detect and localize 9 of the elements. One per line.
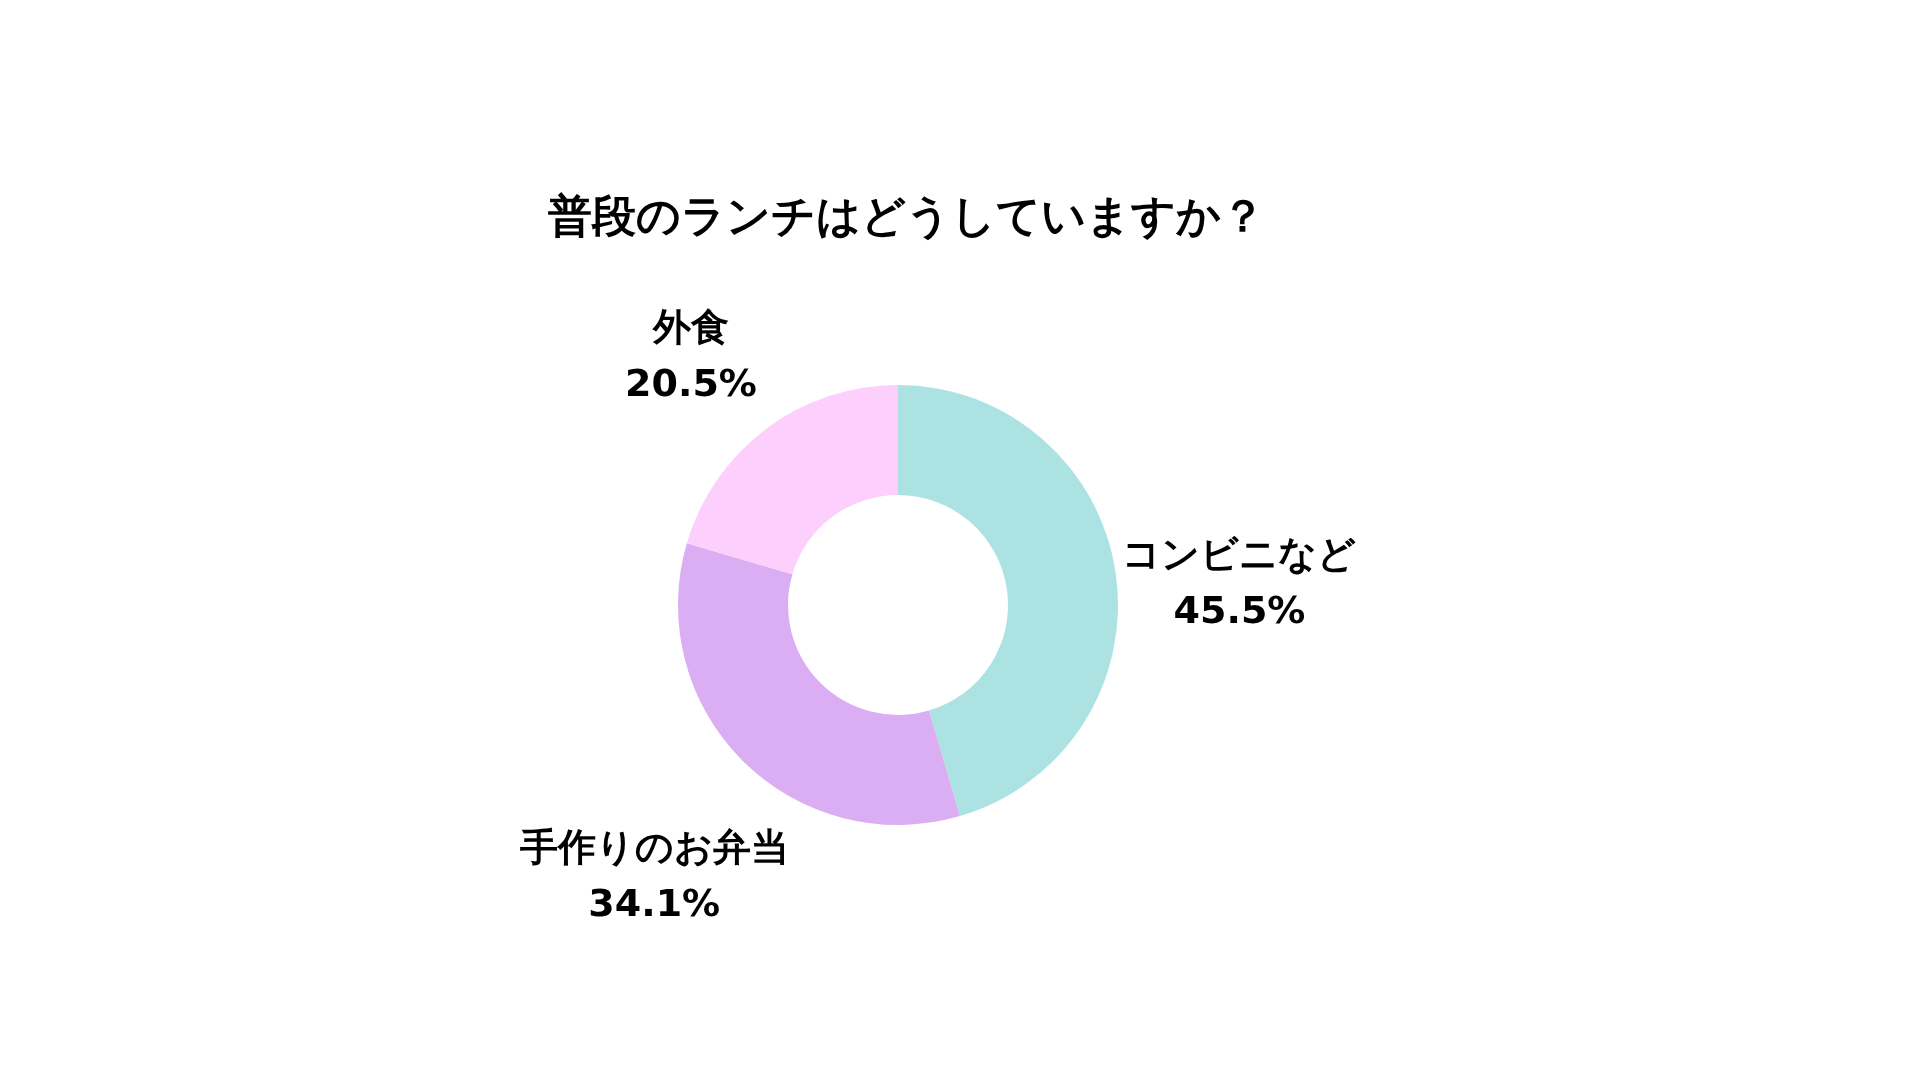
slice-label: 手作りのお弁当: [519, 825, 789, 870]
donut-slice: [898, 385, 1118, 817]
slice-label: 外食: [652, 304, 730, 349]
data-label: 34.1%: [588, 881, 721, 926]
data-label: 20.5%: [625, 360, 757, 405]
chart-title: 普段のランチはどうしていますか？: [548, 190, 1265, 241]
slice-label: コンビニなど: [1122, 531, 1357, 576]
data-label: 45.5%: [1173, 587, 1306, 632]
donut-slice: [678, 543, 960, 825]
